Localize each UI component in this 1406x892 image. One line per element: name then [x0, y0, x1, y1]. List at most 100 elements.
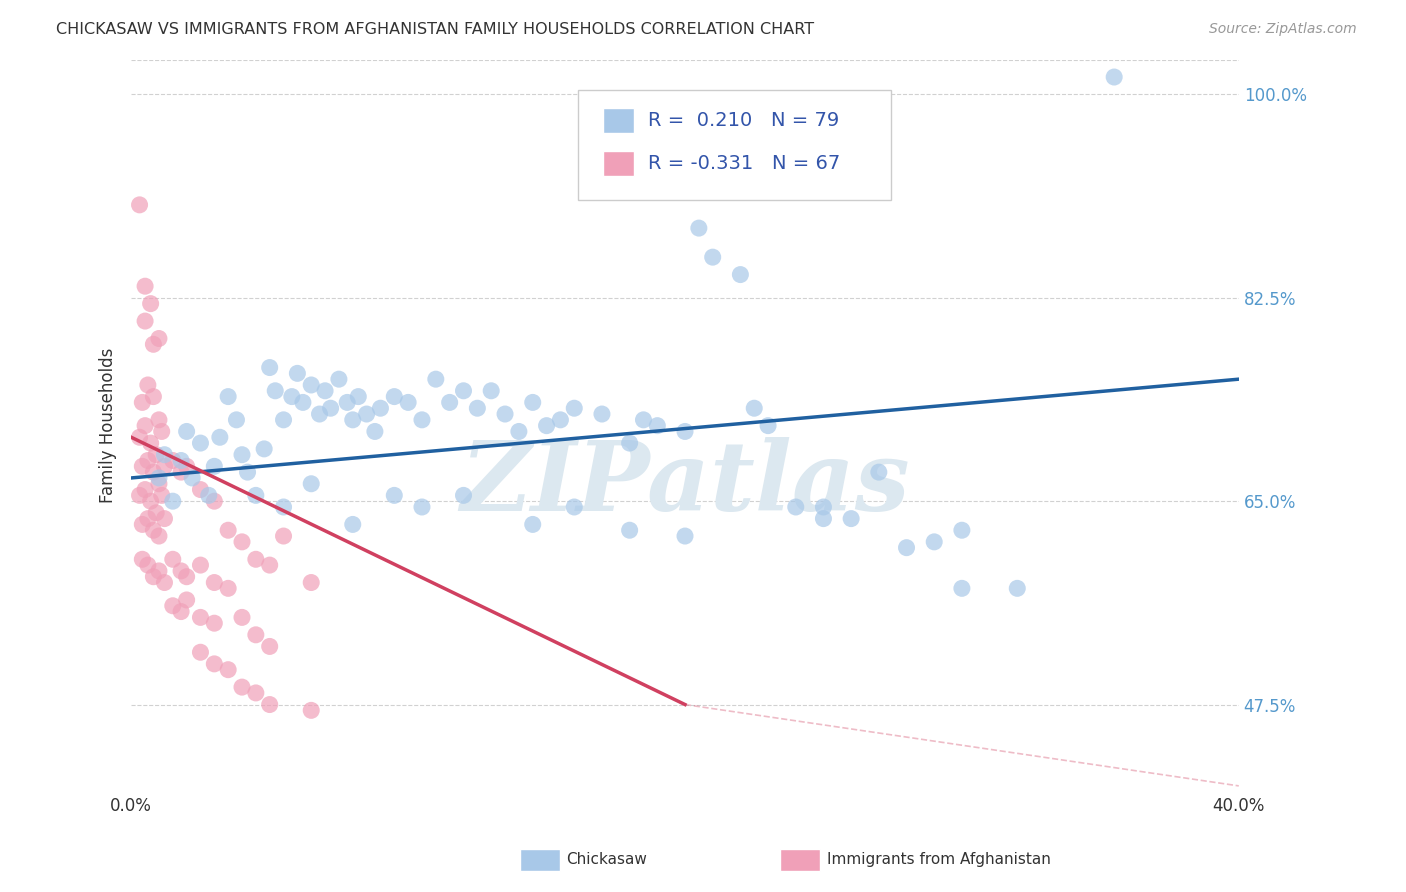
- Point: [131, 517, 153, 532]
- Point: [170, 605, 193, 619]
- Point: [647, 418, 669, 433]
- Point: [190, 610, 212, 624]
- Point: [562, 500, 585, 514]
- Point: [396, 395, 419, 409]
- Point: [131, 552, 153, 566]
- Point: [231, 680, 253, 694]
- Point: [411, 500, 433, 514]
- Point: [950, 582, 973, 596]
- Point: [231, 534, 253, 549]
- Point: [153, 511, 176, 525]
- Point: [148, 413, 170, 427]
- Point: [508, 425, 530, 439]
- Point: [217, 390, 239, 404]
- Point: [479, 384, 502, 398]
- Text: R = -0.331   N = 67: R = -0.331 N = 67: [648, 153, 841, 173]
- Point: [287, 367, 309, 381]
- Point: [619, 436, 641, 450]
- Point: [181, 471, 204, 485]
- Point: [439, 395, 461, 409]
- Point: [347, 390, 370, 404]
- Point: [197, 488, 219, 502]
- Point: [231, 448, 253, 462]
- Point: [136, 558, 159, 573]
- Point: [633, 413, 655, 427]
- Point: [176, 593, 198, 607]
- Point: [128, 198, 150, 212]
- Point: [190, 483, 212, 497]
- Text: Chickasaw: Chickasaw: [567, 853, 648, 867]
- Point: [150, 425, 173, 439]
- Text: Source: ZipAtlas.com: Source: ZipAtlas.com: [1209, 22, 1357, 37]
- Point: [134, 418, 156, 433]
- Point: [134, 483, 156, 497]
- Point: [319, 401, 342, 416]
- Point: [142, 337, 165, 351]
- Point: [950, 523, 973, 537]
- Point: [245, 628, 267, 642]
- Point: [145, 448, 167, 462]
- Point: [922, 534, 945, 549]
- Point: [813, 500, 835, 514]
- Point: [190, 436, 212, 450]
- Point: [176, 425, 198, 439]
- Point: [1102, 70, 1125, 84]
- Point: [245, 552, 267, 566]
- Point: [356, 407, 378, 421]
- Point: [467, 401, 489, 416]
- Point: [153, 459, 176, 474]
- Point: [342, 413, 364, 427]
- Point: [299, 476, 322, 491]
- Point: [148, 564, 170, 578]
- Point: [785, 500, 807, 514]
- Point: [522, 395, 544, 409]
- Point: [148, 529, 170, 543]
- Point: [139, 296, 162, 310]
- Point: [591, 407, 613, 421]
- Point: [342, 517, 364, 532]
- Point: [176, 570, 198, 584]
- Point: [217, 663, 239, 677]
- Point: [550, 413, 572, 427]
- Point: [453, 384, 475, 398]
- Point: [253, 442, 276, 456]
- Point: [494, 407, 516, 421]
- Point: [370, 401, 392, 416]
- Point: [128, 430, 150, 444]
- Point: [839, 511, 862, 525]
- Point: [273, 413, 295, 427]
- Point: [148, 471, 170, 485]
- Point: [134, 314, 156, 328]
- Point: [162, 494, 184, 508]
- Point: [281, 390, 304, 404]
- Point: [259, 558, 281, 573]
- Point: [562, 401, 585, 416]
- Point: [142, 570, 165, 584]
- Point: [264, 384, 287, 398]
- Point: [134, 279, 156, 293]
- Point: [245, 488, 267, 502]
- Point: [308, 407, 330, 421]
- Point: [382, 488, 405, 502]
- Point: [176, 459, 198, 474]
- Point: [202, 459, 225, 474]
- Point: [273, 529, 295, 543]
- Point: [299, 575, 322, 590]
- Point: [702, 250, 724, 264]
- Point: [145, 506, 167, 520]
- Point: [153, 448, 176, 462]
- Point: [688, 221, 710, 235]
- Point: [142, 465, 165, 479]
- Point: [273, 500, 295, 514]
- Text: Immigrants from Afghanistan: Immigrants from Afghanistan: [827, 853, 1050, 867]
- Point: [202, 494, 225, 508]
- Point: [364, 425, 387, 439]
- Point: [131, 395, 153, 409]
- Point: [299, 703, 322, 717]
- Point: [139, 436, 162, 450]
- Point: [162, 453, 184, 467]
- Point: [202, 657, 225, 671]
- Point: [259, 360, 281, 375]
- Text: CHICKASAW VS IMMIGRANTS FROM AFGHANISTAN FAMILY HOUSEHOLDS CORRELATION CHART: CHICKASAW VS IMMIGRANTS FROM AFGHANISTAN…: [56, 22, 814, 37]
- Point: [1007, 582, 1029, 596]
